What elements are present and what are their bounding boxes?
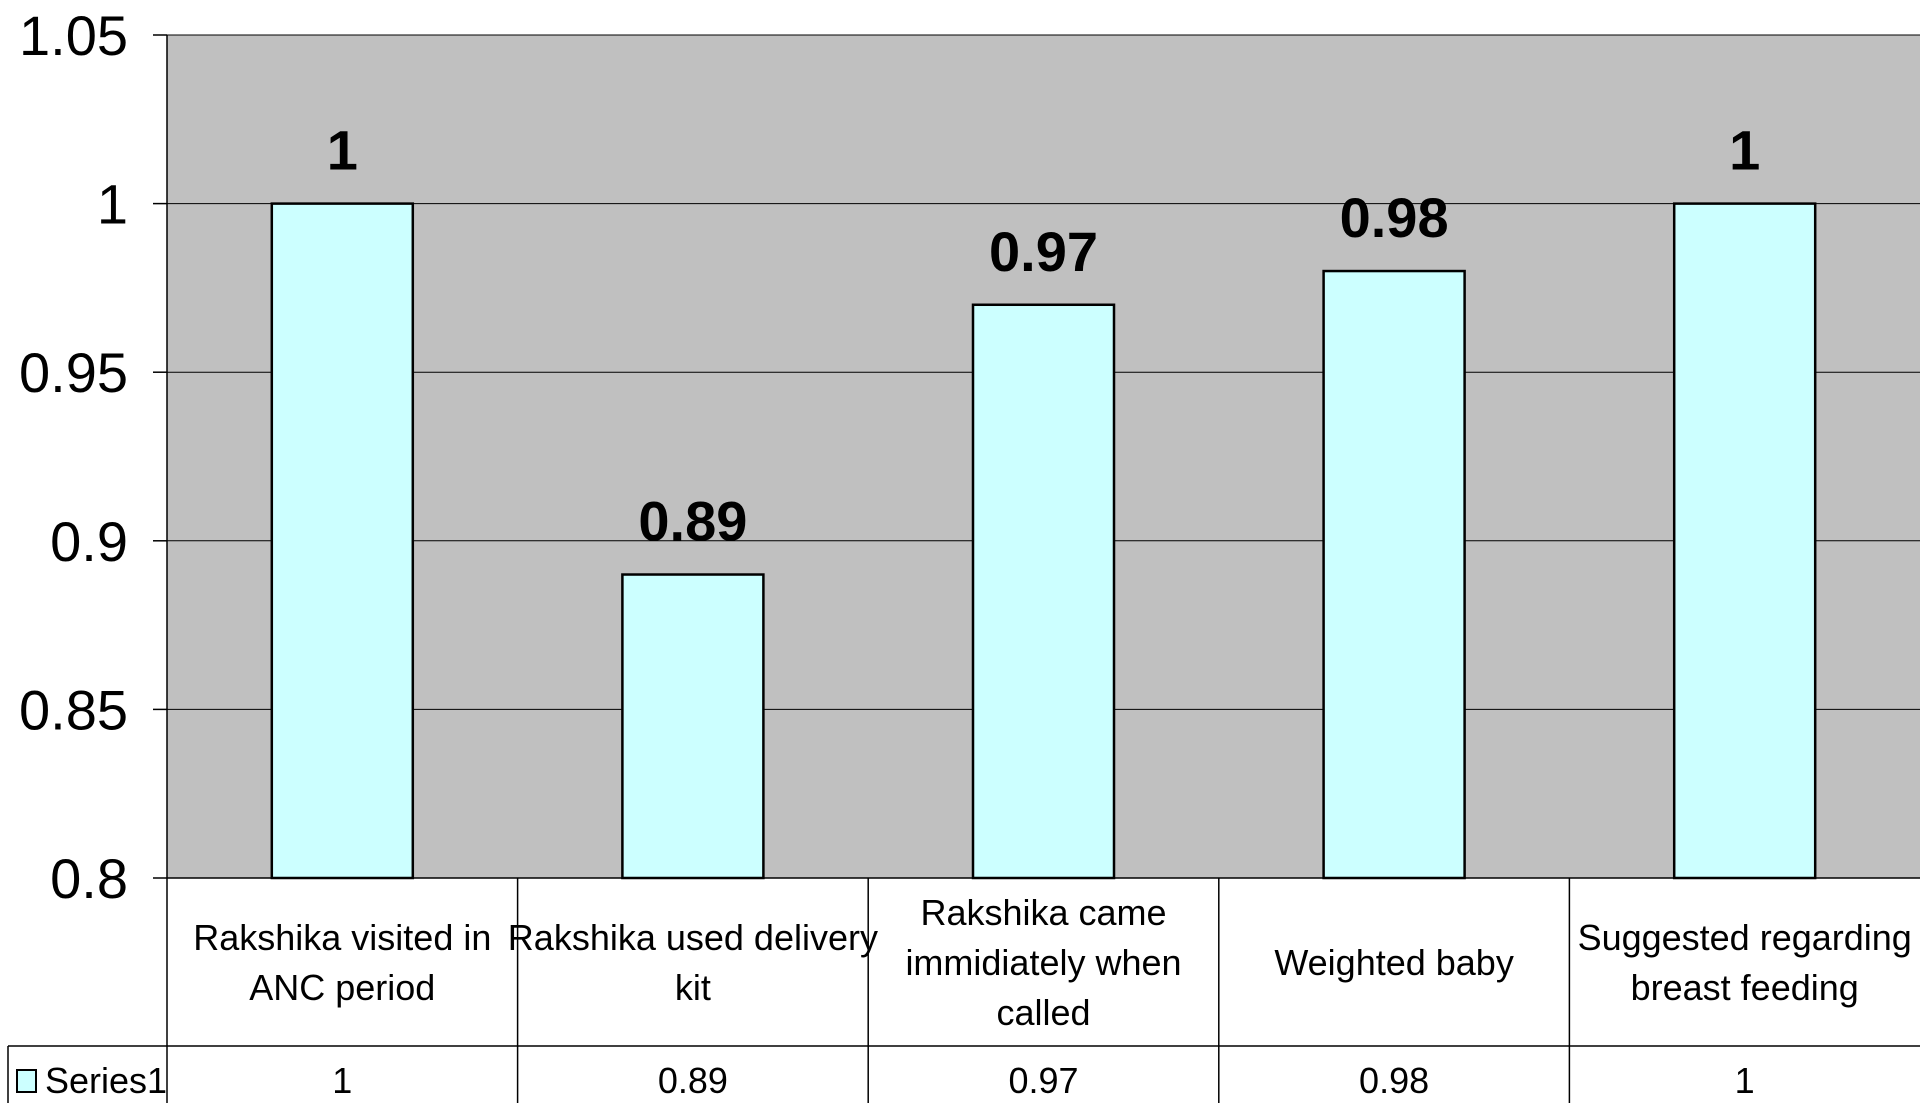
data-label: 1 xyxy=(1729,119,1760,182)
y-axis: 0.8 0.85 0.9 0.95 1 1.05 xyxy=(19,4,168,1103)
bar xyxy=(621,573,765,880)
data-label: 0.97 xyxy=(989,220,1098,283)
x-category-label: kit xyxy=(675,967,711,1008)
table-value: 0.98 xyxy=(1359,1060,1429,1101)
x-category-label: Weighted baby xyxy=(1274,942,1514,983)
x-category-label: Rakshika used delivery xyxy=(508,917,878,958)
bars xyxy=(270,202,1817,880)
legend-swatch xyxy=(16,1069,37,1093)
bar xyxy=(1322,269,1466,880)
table-value: 0.89 xyxy=(658,1060,728,1101)
table-value: 1 xyxy=(1735,1060,1755,1101)
x-category-label: ANC period xyxy=(249,967,435,1008)
table-value: 0.97 xyxy=(1008,1060,1078,1101)
x-category-label: immidiately when xyxy=(905,942,1181,983)
data-labels: 1 0.89 0.97 0.98 1 xyxy=(327,119,1761,553)
data-label: 1 xyxy=(327,119,358,182)
y-tick-label: 0.85 xyxy=(19,678,128,741)
bar xyxy=(270,202,415,880)
y-tick-label: 0.95 xyxy=(19,341,128,404)
bar xyxy=(1672,202,1817,880)
x-category-label: Rakshika came xyxy=(920,892,1166,933)
y-tick-label: 0.8 xyxy=(50,847,128,910)
y-tick-label: 1 xyxy=(97,173,128,236)
data-table: Rakshika visited in ANC period Rakshika us… xyxy=(7,877,1920,1103)
x-category-label: called xyxy=(996,992,1090,1033)
legend-series-name: Series1 xyxy=(45,1060,167,1101)
y-tick-label: 0.9 xyxy=(50,510,128,573)
data-label: 0.98 xyxy=(1340,186,1449,249)
data-label: 0.89 xyxy=(638,490,747,553)
x-category-label: breast feeding xyxy=(1631,967,1859,1008)
x-category-label: Rakshika visited in xyxy=(193,917,491,958)
x-category-label: Suggested regarding xyxy=(1578,917,1912,958)
table-value: 1 xyxy=(332,1060,352,1101)
y-tick-label: 1.05 xyxy=(19,4,128,67)
bar xyxy=(971,303,1116,880)
